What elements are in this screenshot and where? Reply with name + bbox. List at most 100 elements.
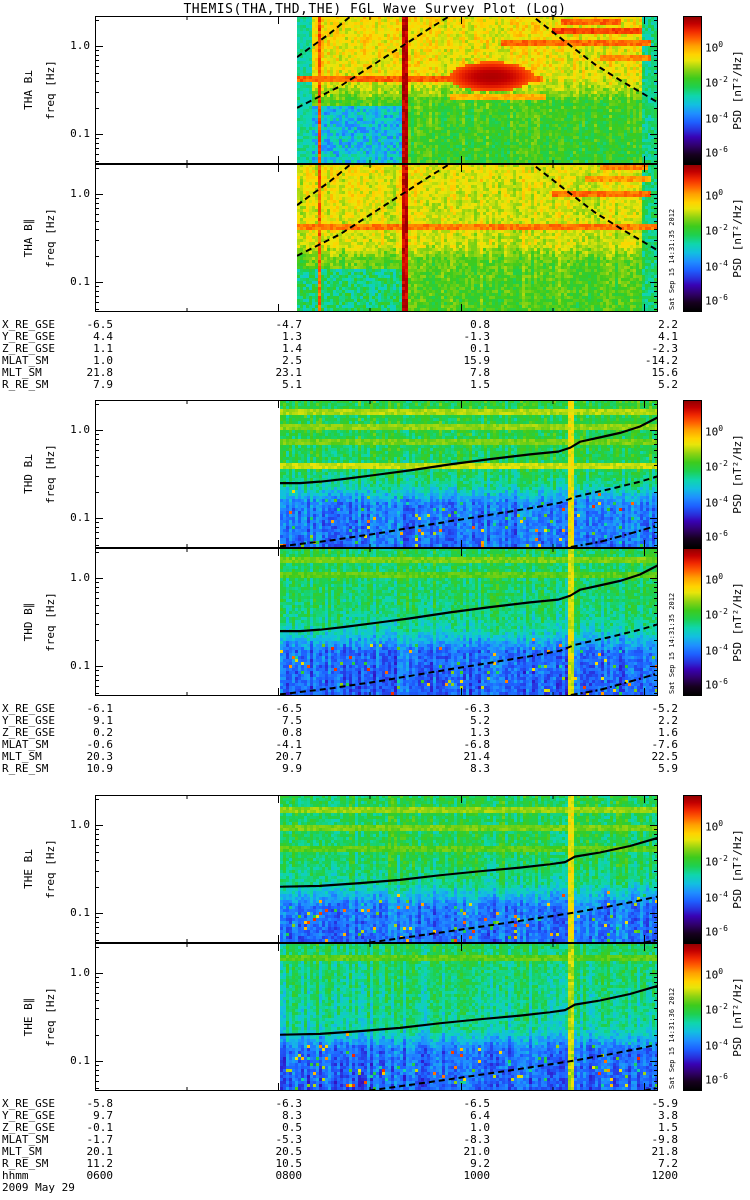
- ephemeris-value: 22.5: [651, 750, 679, 763]
- ephemeris-value: 1.1: [93, 342, 113, 355]
- colorbar-tick-label: 10-2: [705, 75, 728, 90]
- ephemeris-value: 5.2: [470, 714, 490, 727]
- ephemeris-value: 7.5: [282, 714, 302, 727]
- ephemeris-value: -0.6: [86, 738, 114, 751]
- spectrogram-canvas-the-bpar: [95, 943, 658, 1091]
- ephemeris-value: -5.3: [275, 1133, 303, 1146]
- ephemeris-value: 0.1: [470, 342, 490, 355]
- colorbar-tick-exponent: -2: [718, 1002, 728, 1012]
- colorbar-tick-label: 10-4: [705, 494, 728, 510]
- colorbar-thd-bperp: [683, 400, 702, 548]
- panel-label-thd-bpar: THD B∥: [22, 602, 35, 642]
- freq-axis-label-thd-bpar: freq [Hz]: [44, 592, 57, 652]
- ephemeris-value: 21.0: [463, 1145, 491, 1158]
- ephemeris-value: 9.1: [93, 714, 113, 727]
- ephemeris-row-label: Z_RE_GSE: [2, 342, 55, 355]
- colorbar-tick-label: 100: [705, 423, 724, 439]
- ephemeris-value: 4.4: [93, 330, 113, 343]
- ephemeris-value: -5.9: [651, 1097, 679, 1110]
- ephemeris-value: 7.2: [658, 1157, 678, 1170]
- ephemeris-value: 10.9: [86, 762, 114, 775]
- panel-label-tha-bpar: THA B∥: [22, 218, 35, 258]
- ephemeris-value: -6.8: [463, 738, 491, 751]
- colorbar-axis-label: PSD [nT²/Hz]: [731, 50, 744, 130]
- ephemeris-row-label: MLAT_SM: [2, 1133, 49, 1146]
- ephemeris-value: 8.3: [282, 1109, 302, 1122]
- ephemeris-value: 0.2: [93, 726, 113, 739]
- ephemeris-row-label: Z_RE_GSE: [2, 726, 55, 739]
- ephemeris-value: 1.0: [93, 354, 113, 367]
- ephemeris-value: 10.5: [275, 1157, 303, 1170]
- spectrogram-canvas-thd-bperp: [95, 400, 658, 548]
- colorbar-tick-exponent: -6: [718, 144, 728, 154]
- ephemeris-value: -4.1: [275, 738, 303, 751]
- ephemeris-value: 9.2: [470, 1157, 490, 1170]
- ephemeris-value: -9.8: [651, 1133, 679, 1146]
- ephemeris-row-label: Y_RE_GSE: [2, 1109, 55, 1122]
- panel-label-the-bperp: THE B⊥: [22, 849, 35, 889]
- plot-timestamp-thd: Sat Sep 15 14:31:35 2012: [668, 592, 676, 694]
- ephemeris-value: 20.7: [275, 750, 303, 763]
- ephemeris-value: 0.8: [282, 726, 302, 739]
- spectrogram-canvas-tha-bperp: [95, 16, 658, 164]
- ephemeris-value: 1.5: [658, 1121, 678, 1134]
- ephemeris-value: 1.0: [470, 1121, 490, 1134]
- ephemeris-value: -6.3: [275, 1097, 303, 1110]
- colorbar-tick-label: 100: [705, 39, 724, 55]
- freq-axis-label-tha-bperp: freq [Hz]: [44, 60, 57, 120]
- colorbar-tick-exponent: 0: [718, 187, 724, 197]
- freq-axis-label-the-bpar: freq [Hz]: [44, 987, 57, 1047]
- ephemeris-row-label: Z_RE_GSE: [2, 1121, 55, 1134]
- ephemeris-value: 15.9: [463, 354, 491, 367]
- ephemeris-value: 4.1: [658, 330, 678, 343]
- ephemeris-value: 5.9: [658, 762, 678, 775]
- colorbar-tick-label: 10-2: [705, 854, 728, 869]
- freq-tick-label: 0.1: [70, 511, 90, 525]
- date-label: 2009 May 29: [2, 1181, 75, 1194]
- freq-tick-label: 1.0: [70, 966, 90, 980]
- ephemeris-value: 15.6: [651, 366, 679, 379]
- ephemeris-value: -6.5: [86, 318, 114, 331]
- ephemeris-value: 23.1: [275, 366, 303, 379]
- ephemeris-value: -6.5: [275, 702, 303, 715]
- ephemeris-row-label: MLAT_SM: [2, 738, 49, 751]
- freq-tick-label: 1.0: [70, 571, 90, 585]
- colorbar-tick-exponent: -2: [718, 854, 728, 864]
- colorbar-tick-label: 10-2: [705, 1002, 728, 1017]
- colorbar-axis-label: PSD [nT²/Hz]: [731, 829, 744, 909]
- ephemeris-value: -0.1: [86, 1121, 114, 1134]
- ephemeris-value: -14.2: [644, 354, 678, 367]
- ephemeris-row-label: MLT_SM: [2, 1145, 42, 1158]
- freq-tick-label: 1.0: [70, 187, 90, 201]
- spectrogram-canvas-thd-bpar: [95, 548, 658, 696]
- ephemeris-value: -4.7: [275, 318, 303, 331]
- freq-tick-label: 1.0: [70, 818, 90, 832]
- panel-label-thd-bperp: THD B⊥: [22, 454, 35, 494]
- freq-axis-label-thd-bperp: freq [Hz]: [44, 444, 57, 504]
- colorbar-tick-exponent: 0: [718, 39, 724, 49]
- ephemeris-value: 1.3: [282, 330, 302, 343]
- ephemeris-value: 1.4: [282, 342, 302, 355]
- time-axis-value: 1200: [651, 1169, 679, 1182]
- colorbar-tick-label: 100: [705, 966, 724, 982]
- page-title: THEMIS(THA,THD,THE) FGL Wave Survey Plot…: [183, 2, 567, 17]
- ephemeris-value: -5.8: [86, 1097, 114, 1110]
- freq-tick-label: 0.1: [70, 1054, 90, 1068]
- ephemeris-row-label: R_RE_SM: [2, 378, 49, 391]
- colorbar-tick-label: 10-4: [705, 110, 728, 126]
- ephemeris-value: -7.6: [651, 738, 679, 751]
- colorbar-tick-exponent: -2: [718, 75, 728, 85]
- colorbar-tick-exponent: -6: [718, 1071, 728, 1081]
- colorbar-tick-exponent: -6: [718, 292, 728, 302]
- colorbar-axis-label: PSD [nT²/Hz]: [731, 434, 744, 514]
- ephemeris-value: 2.2: [658, 318, 678, 331]
- colorbar-tick-label: 10-2: [705, 607, 728, 622]
- colorbar-tick-label: 10-4: [705, 642, 728, 658]
- ephemeris-value: 21.8: [86, 366, 114, 379]
- colorbar-tick-exponent: -4: [718, 258, 728, 268]
- freq-tick-label: 0.1: [70, 275, 90, 289]
- ephemeris-value: -6.1: [86, 702, 114, 715]
- ephemeris-row-label: R_RE_SM: [2, 762, 49, 775]
- ephemeris-row-label: MLT_SM: [2, 750, 42, 763]
- colorbar-tick-exponent: 0: [718, 571, 724, 581]
